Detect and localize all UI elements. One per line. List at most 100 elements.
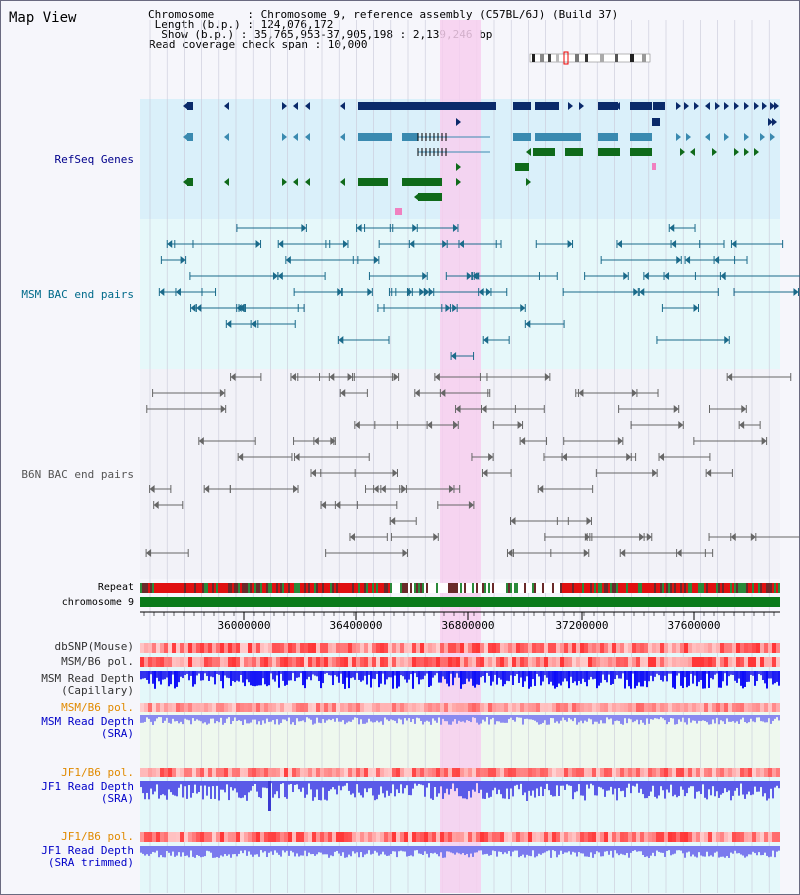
depth-bar bbox=[196, 715, 198, 720]
ideogram-band bbox=[600, 54, 604, 62]
depth-bar bbox=[638, 715, 640, 725]
heat-cell bbox=[400, 832, 404, 842]
depth-bar bbox=[330, 671, 332, 676]
depth-bar bbox=[574, 671, 576, 682]
gene-arrow bbox=[251, 320, 257, 328]
jf1-b6-pol-strip bbox=[140, 768, 780, 777]
repeat-mark bbox=[178, 583, 180, 593]
repeat-mark bbox=[696, 583, 698, 593]
gene-arrow bbox=[373, 256, 379, 264]
heat-cell bbox=[320, 703, 324, 712]
depth-bar bbox=[282, 671, 284, 681]
repeat-mark bbox=[752, 583, 754, 593]
depth-bar bbox=[580, 715, 582, 721]
heat-cell bbox=[364, 643, 368, 653]
depth-bar bbox=[152, 846, 154, 852]
gene-arrow bbox=[224, 133, 229, 141]
heat-cell bbox=[448, 657, 452, 667]
repeat-mark bbox=[726, 583, 728, 593]
depth-bar bbox=[762, 781, 764, 797]
heat-cell bbox=[628, 657, 632, 667]
depth-bar bbox=[336, 781, 338, 795]
repeat-mark bbox=[456, 583, 458, 593]
heat-cell bbox=[504, 703, 508, 712]
depth-bar bbox=[276, 781, 278, 792]
gene-arrow bbox=[754, 148, 759, 156]
depth-bar bbox=[274, 781, 276, 795]
depth-bar bbox=[696, 781, 698, 792]
depth-bar bbox=[530, 846, 532, 857]
heat-cell bbox=[180, 643, 184, 653]
depth-bar bbox=[774, 781, 776, 788]
gene-arrow bbox=[466, 272, 472, 280]
track-label-msm-bac[interactable]: MSM BAC end pairs bbox=[21, 288, 134, 301]
heat-cell bbox=[512, 703, 516, 712]
gene-row bbox=[456, 163, 529, 171]
depth-bar bbox=[412, 781, 414, 789]
depth-bar bbox=[384, 781, 386, 798]
depth-bar bbox=[622, 671, 624, 674]
depth-bar bbox=[390, 715, 392, 720]
repeat-mark bbox=[386, 583, 388, 593]
gene-arrow bbox=[183, 102, 188, 110]
heat-cell bbox=[504, 657, 508, 667]
repeat-mark bbox=[720, 583, 722, 593]
heat-cell bbox=[632, 703, 636, 712]
depth-bar bbox=[678, 781, 680, 796]
depth-bar bbox=[670, 671, 672, 674]
depth-bar bbox=[718, 781, 720, 798]
depth-bar bbox=[638, 671, 640, 683]
depth-bar bbox=[722, 781, 724, 794]
heat-cell bbox=[364, 832, 368, 842]
depth-bar bbox=[562, 846, 564, 854]
depth-bar bbox=[312, 715, 314, 725]
depth-bar bbox=[284, 671, 286, 686]
track-label-refseq[interactable]: RefSeq Genes bbox=[54, 153, 134, 166]
depth-bar bbox=[248, 781, 250, 793]
heat-cell bbox=[164, 832, 168, 842]
depth-bar bbox=[470, 846, 472, 854]
depth-bar bbox=[156, 781, 158, 785]
gene-arrow bbox=[340, 389, 346, 397]
heat-cell bbox=[560, 657, 564, 667]
heat-cell bbox=[468, 703, 472, 712]
heat-cell bbox=[724, 703, 728, 712]
depth-bar bbox=[534, 715, 536, 721]
heat-cell bbox=[548, 657, 552, 667]
depth-bar bbox=[308, 671, 310, 677]
depth-bar bbox=[666, 715, 668, 725]
depth-bar bbox=[516, 781, 518, 785]
repeat-mark bbox=[352, 583, 354, 593]
heat-cell bbox=[548, 703, 552, 712]
depth-bar bbox=[762, 715, 764, 722]
heat-cell bbox=[684, 643, 688, 653]
repeat-mark bbox=[670, 583, 672, 593]
depth-bar bbox=[438, 846, 440, 857]
depth-bar bbox=[690, 715, 692, 723]
depth-bar bbox=[612, 715, 614, 725]
depth-bar bbox=[418, 671, 420, 685]
repeat-mark bbox=[384, 583, 386, 593]
depth-bar bbox=[368, 846, 370, 851]
heat-cell bbox=[660, 643, 664, 653]
depth-bar bbox=[616, 671, 618, 676]
depth-bar bbox=[536, 781, 538, 789]
repeat-mark bbox=[220, 583, 222, 593]
gene-exon bbox=[358, 178, 388, 186]
heat-cell bbox=[188, 832, 192, 842]
gene-arrow bbox=[219, 389, 225, 397]
depth-bar bbox=[592, 846, 594, 858]
depth-bar bbox=[446, 781, 448, 789]
depth-bar bbox=[312, 781, 314, 801]
gene-arrow bbox=[724, 336, 730, 344]
heat-cell bbox=[688, 643, 692, 653]
depth-bar bbox=[772, 846, 774, 851]
repeat-mark bbox=[582, 583, 584, 593]
depth-bar bbox=[716, 846, 718, 852]
track-label-b6n-bac[interactable]: B6N BAC end pairs bbox=[21, 468, 134, 481]
depth-bar bbox=[548, 715, 550, 725]
gene-arrow bbox=[414, 193, 419, 201]
repeat-mark bbox=[766, 583, 768, 593]
heat-cell bbox=[412, 703, 416, 712]
heat-cell bbox=[580, 832, 584, 842]
